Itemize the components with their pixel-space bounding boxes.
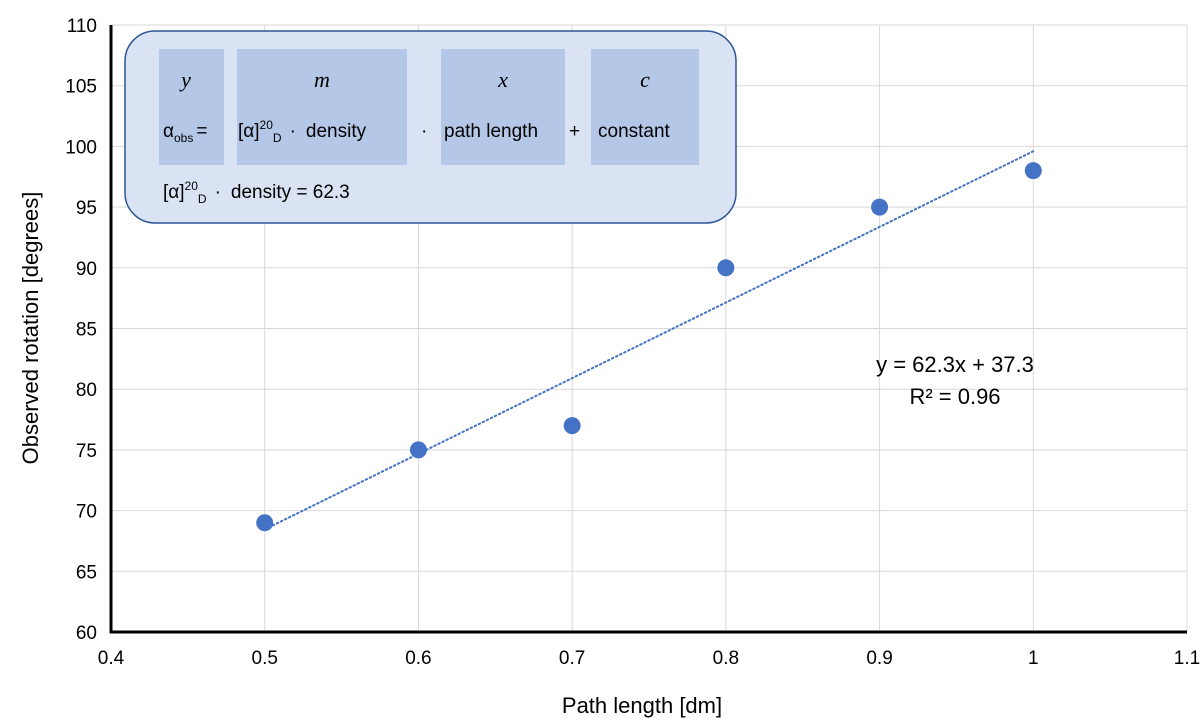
x-tick-label: 1 [1028,648,1039,669]
cell-x [441,49,565,165]
data-point [256,514,274,532]
y-tick-label: 105 [65,77,97,98]
x-tick-label: 0.7 [559,648,585,669]
y-tick-label: 65 [76,562,97,583]
cell-y [159,49,224,165]
data-point [563,417,581,435]
x-tick-label: 0.6 [405,648,431,669]
equation-line-1: αobs = [163,121,207,145]
cell-m [237,49,407,165]
data-point [409,441,427,459]
equation-line-2: [α]20D · density = 62.3 [163,179,350,206]
equation-term-x: path length [444,121,538,142]
x-tick-label: 0.4 [98,648,125,669]
y-tick-label: 95 [76,198,97,219]
x-tick-label: 0.8 [713,648,739,669]
y-tick-label: 80 [76,380,97,401]
y-tick-label: 100 [65,137,97,158]
label-m: m [314,67,330,92]
equation-dot-2: · [421,121,427,142]
label-y: y [179,67,191,92]
trendline-equation: y = 62.3x + 37.3 [876,352,1034,377]
cell-c [591,49,699,165]
tick-labels: 0.4 0.5 0.6 0.7 0.8 0.9 1 1.1 60 65 70 75 80 85 90 95 10… [65,16,1200,669]
data-points [256,162,1042,532]
equation-box: y m x c αobs = [α]20D · density · path leng… [124,30,737,224]
y-tick-label: 110 [67,16,97,37]
x-axis-title: Path length [dm] [562,693,722,718]
trendline [263,150,1035,531]
data-point [717,259,735,277]
trendline-line [263,150,1035,531]
y-tick-label: 70 [76,502,97,523]
y-tick-label: 60 [76,623,97,644]
trendline-r2: R² = 0.96 [909,384,1000,409]
label-c: c [640,67,650,92]
x-tick-label: 1.1 [1174,648,1200,669]
data-point [871,198,889,216]
equation-term-c: constant [598,121,671,142]
y-tick-label: 85 [76,320,97,341]
y-tick-label: 75 [76,441,97,462]
y-tick-label: 90 [76,259,97,280]
equation-plus: + [569,121,580,142]
axes [109,25,1187,634]
x-tick-label: 0.5 [252,648,278,669]
label-x: x [497,67,508,92]
y-axis-title: Observed rotation [degrees] [18,192,43,465]
equation-term-m: [α]20D · density [238,118,367,145]
data-point [1024,162,1042,180]
x-tick-label: 0.9 [866,648,892,669]
